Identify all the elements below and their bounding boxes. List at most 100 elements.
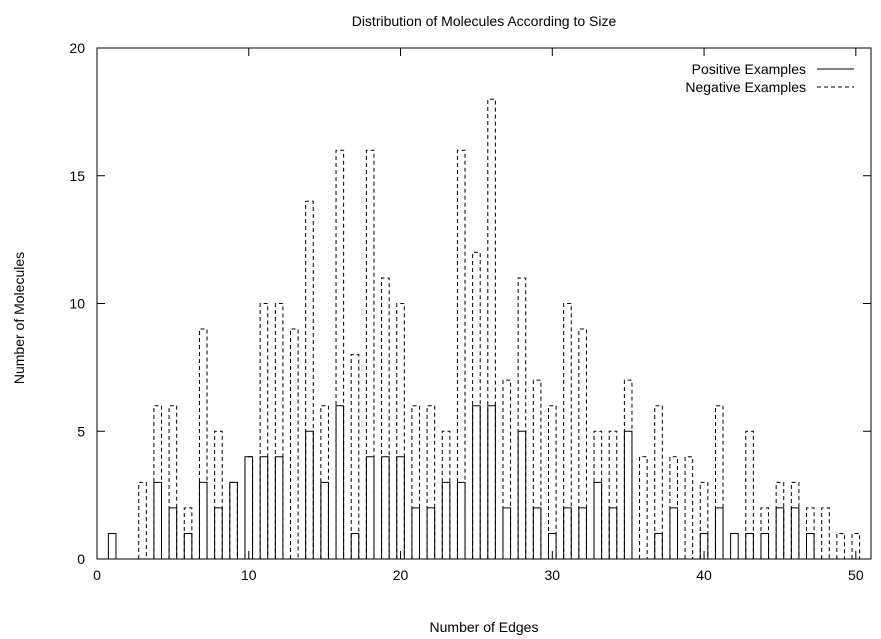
bar-negative <box>290 328 299 559</box>
bar-positive <box>350 532 360 559</box>
bar-negative <box>745 430 754 559</box>
bar-negative <box>456 149 466 559</box>
bar-positive <box>259 456 269 559</box>
bar-negative <box>563 303 572 559</box>
bar-negative <box>517 277 527 559</box>
bar-negative <box>502 379 512 559</box>
bar-negative <box>548 405 557 559</box>
bar-positive <box>381 456 390 559</box>
bar-negative <box>593 430 603 559</box>
bar-negative <box>851 532 861 559</box>
bar-negative <box>472 251 481 559</box>
bar-positive <box>608 507 618 559</box>
bar-negative <box>335 149 345 559</box>
bar-positive <box>456 481 466 559</box>
bar-negative <box>396 303 405 559</box>
bar-negative <box>487 98 496 559</box>
x-tick-label: 20 <box>393 567 409 583</box>
y-tick-label: 15 <box>69 168 85 184</box>
bar-positive <box>214 507 223 559</box>
bar-negative <box>578 328 587 559</box>
bar-positive <box>775 507 785 559</box>
bar-positive <box>593 481 603 559</box>
bar-positive <box>487 405 496 559</box>
bar-negative <box>790 481 800 559</box>
legend-label: Negative Examples <box>685 79 806 95</box>
bar-positive <box>411 507 420 559</box>
bar-positive <box>335 405 345 559</box>
bar-positive <box>229 481 238 559</box>
bar-positive <box>730 532 739 559</box>
bar-positive <box>183 532 193 559</box>
bar-negative <box>608 430 618 559</box>
bar-positive <box>669 507 678 559</box>
chart-title: Distribution of Molecules According to S… <box>352 13 617 29</box>
bar-negative <box>244 456 254 559</box>
bar-positive <box>532 507 542 559</box>
bar-negative <box>365 149 375 559</box>
bar-negative <box>775 481 785 559</box>
plot-area: 0 10 20 30 40 50 0 5 10 15 20 Positive Examples Nega… <box>69 40 872 583</box>
bar-negative <box>760 507 770 559</box>
bar-negative <box>168 405 178 559</box>
bar-negative <box>806 507 815 559</box>
bar-negative <box>214 430 223 559</box>
bar-positive <box>760 532 770 559</box>
bar-negative <box>198 328 208 559</box>
bar-negative <box>714 405 724 559</box>
y-tick-label: 0 <box>77 551 85 567</box>
y-tick-label: 10 <box>69 296 85 312</box>
y-axis-title: Number of Molecules <box>11 252 27 384</box>
bar-positive <box>107 532 117 559</box>
bar-positive <box>305 430 314 559</box>
legend-label: Positive Examples <box>692 61 806 77</box>
bar-negative <box>274 303 284 559</box>
bar-positive <box>745 532 754 559</box>
x-tick-label: 10 <box>241 567 257 583</box>
bar-negative <box>684 456 694 559</box>
bar-negative <box>699 481 709 559</box>
bar-negative <box>153 405 162 559</box>
y-tick-label: 5 <box>77 423 85 439</box>
bar-positive <box>806 532 815 559</box>
x-tick-label: 30 <box>545 567 561 583</box>
bar-negative <box>623 379 633 559</box>
bar-positive <box>623 430 633 559</box>
bar-positive <box>472 405 481 559</box>
bar-negative <box>836 532 845 559</box>
bar-negative <box>229 481 238 559</box>
bar-negative <box>138 481 147 559</box>
x-tick-label: 50 <box>848 567 864 583</box>
bar-positive <box>320 481 329 559</box>
bar-positive <box>714 507 724 559</box>
bar-negative <box>669 456 678 559</box>
bar-positive <box>790 507 800 559</box>
bar-positive <box>244 456 254 559</box>
bar-positive <box>517 430 527 559</box>
bar-positive <box>153 481 162 559</box>
bar-positive <box>365 456 375 559</box>
bar-positive <box>396 456 405 559</box>
x-axis-title: Number of Edges <box>430 619 539 635</box>
bar-negative <box>259 303 269 559</box>
bar-positive <box>198 481 208 559</box>
bar-negative <box>183 507 193 559</box>
bar-positive <box>502 507 512 559</box>
bar-negative <box>654 405 663 559</box>
x-tick-label: 0 <box>93 567 101 583</box>
y-tick-label: 20 <box>69 40 85 56</box>
bar-negative <box>532 379 542 559</box>
bar-negative <box>350 354 360 559</box>
bar-positive <box>578 507 587 559</box>
bar-negative <box>381 277 390 559</box>
bar-positive <box>441 481 451 559</box>
bar-positive <box>168 507 178 559</box>
bar-positive <box>274 456 284 559</box>
bar-negative <box>639 456 648 559</box>
bar-positive <box>426 507 436 559</box>
bar-negative <box>305 200 314 559</box>
bar-negative <box>821 507 830 559</box>
bar-negative <box>441 430 451 559</box>
bar-positive <box>654 532 663 559</box>
